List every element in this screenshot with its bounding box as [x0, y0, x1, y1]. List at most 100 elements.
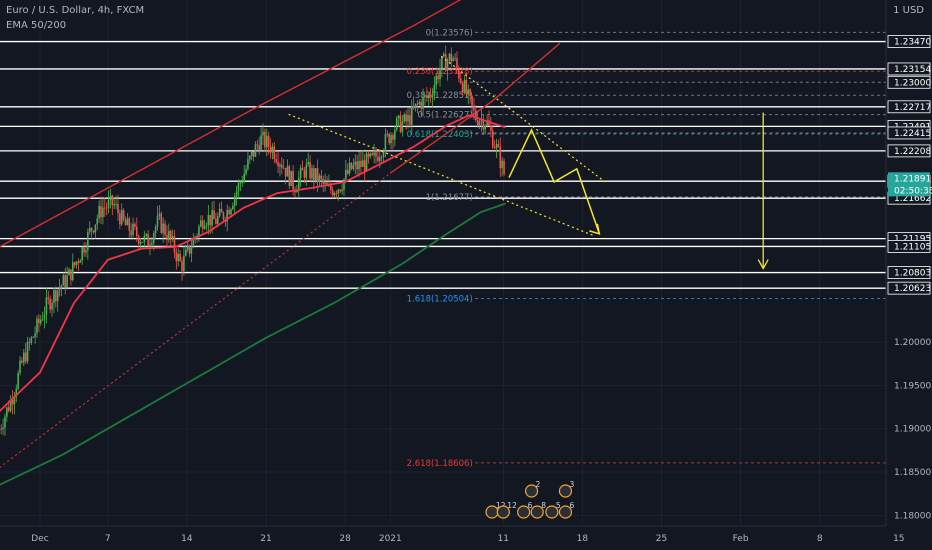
- candle-body: [39, 319, 42, 324]
- target-arrowhead: [757, 259, 769, 270]
- candle-body: [452, 58, 455, 62]
- candle-body: [420, 102, 422, 109]
- candle-body: [232, 205, 234, 210]
- candle-body: [499, 146, 502, 169]
- price-level-tag[interactable]: [887, 281, 931, 295]
- event-flag-icon[interactable]: [530, 505, 544, 519]
- candle-body: [173, 235, 176, 253]
- time-tick-label: 18: [577, 534, 589, 544]
- time-tick-label: 21: [260, 534, 271, 544]
- candle-body: [30, 337, 33, 343]
- candle-body: [392, 135, 394, 140]
- fib-level-label: 0.618(1.22403): [407, 130, 473, 140]
- economic-events[interactable]: 12 12 6 8 5 62 3: [485, 480, 574, 519]
- channel-bottom-line[interactable]: [389, 42, 561, 174]
- candle-body: [290, 170, 293, 187]
- candle-body: [23, 352, 25, 363]
- fib-level-label: 1(1.21677): [426, 193, 473, 203]
- candle-body: [320, 175, 323, 179]
- candle-body: [55, 290, 57, 302]
- price-level-tag[interactable]: [887, 62, 931, 76]
- event-flag-icon[interactable]: [517, 505, 531, 519]
- candle-body: [469, 89, 471, 96]
- event-flag-icon[interactable]: [558, 484, 573, 498]
- price-level-tag[interactable]: [887, 75, 931, 89]
- candle-body: [335, 193, 338, 194]
- candle-body: [107, 199, 110, 208]
- horizontal-levels[interactable]: [0, 40, 886, 289]
- candle-body: [448, 53, 451, 61]
- channel-top-line[interactable]: [0, 0, 515, 248]
- candle-body: [36, 318, 38, 334]
- candle-body: [6, 407, 8, 417]
- candle-body: [247, 159, 249, 169]
- candle-body: [446, 60, 449, 71]
- candle-body: [410, 106, 413, 125]
- candle-body: [105, 207, 108, 209]
- candle-body: [363, 160, 366, 172]
- time-tick-label: Feb: [733, 534, 749, 544]
- candle-body: [190, 247, 193, 254]
- event-flag-icon[interactable]: [558, 505, 573, 519]
- time-tick-label: 25: [656, 534, 667, 544]
- price-scale[interactable]: 1.18000 1.18500 1.19000 1.19500 1.20000 1.234…: [887, 35, 932, 522]
- projection-zigzag[interactable]: [508, 112, 769, 270]
- candle-body: [299, 167, 302, 179]
- candle-body: [318, 175, 321, 182]
- candle-body: [235, 191, 238, 197]
- current-price-tag[interactable]: [888, 172, 930, 197]
- price-level-tag[interactable]: [887, 144, 931, 158]
- event-flag-icon[interactable]: [545, 505, 559, 519]
- event-flag-icon[interactable]: [524, 484, 539, 498]
- candle-body: [365, 153, 368, 172]
- price-level-tag-label: 1.21662: [894, 194, 931, 204]
- candle-body: [442, 53, 445, 57]
- candle-body: [292, 170, 294, 190]
- candle-body: [130, 230, 132, 236]
- price-level-tag[interactable]: [887, 100, 931, 114]
- channel-bottom-extension[interactable]: [0, 172, 391, 468]
- candle-body: [409, 115, 411, 125]
- candle-body: [426, 95, 428, 98]
- rising-channel[interactable]: [0, 0, 561, 468]
- candle-body: [186, 245, 189, 250]
- price-level-tag[interactable]: [887, 266, 931, 279]
- fibonacci-levels[interactable]: 0(1.23576)0.236(1.23128)0.382(1.22851)0.…: [407, 28, 886, 469]
- candle-body: [51, 303, 53, 310]
- projection-path[interactable]: [508, 128, 601, 235]
- event-flag-icon[interactable]: [496, 505, 510, 519]
- current-price-label: 1.21891: [894, 174, 931, 184]
- candle-body: [422, 96, 424, 109]
- time-scale[interactable]: Dec 7 14 21 28 2021 11 18 25 Feb 8 15: [31, 534, 904, 544]
- candle-body: [346, 169, 349, 174]
- candle-body: [356, 161, 358, 170]
- candle-body: [239, 182, 242, 184]
- price-level-tag-label: 1.23000: [894, 78, 931, 88]
- candle-body: [337, 189, 340, 194]
- price-level-tag[interactable]: [887, 35, 931, 48]
- symbol-title[interactable]: Euro / U.S. Dollar, 4h, FXCM: [6, 5, 145, 16]
- candle-body: [424, 95, 426, 97]
- candle-body: [407, 115, 409, 122]
- price-level-tag[interactable]: [887, 240, 931, 253]
- fib-level-label: 0.5(1.22627): [417, 111, 472, 121]
- event-count-label: 12: [507, 501, 517, 510]
- price-level-tag[interactable]: [887, 126, 931, 140]
- candle-body: [377, 156, 379, 162]
- currency-label[interactable]: 1 USD: [893, 5, 924, 16]
- candle-body: [252, 151, 255, 157]
- indicator-title[interactable]: EMA 50/200: [6, 20, 67, 31]
- candle-body: [501, 160, 503, 169]
- candle-body: [444, 53, 447, 71]
- candle-body: [250, 151, 253, 157]
- candle-body: [450, 53, 453, 62]
- ema-50-path: [0, 114, 506, 412]
- candle-body: [307, 161, 309, 165]
- candle-body: [220, 208, 223, 213]
- candle-body: [388, 133, 390, 144]
- candle-body: [147, 234, 149, 247]
- candle-body: [122, 210, 125, 220]
- candle-body: [360, 160, 362, 167]
- candle-body: [279, 164, 281, 167]
